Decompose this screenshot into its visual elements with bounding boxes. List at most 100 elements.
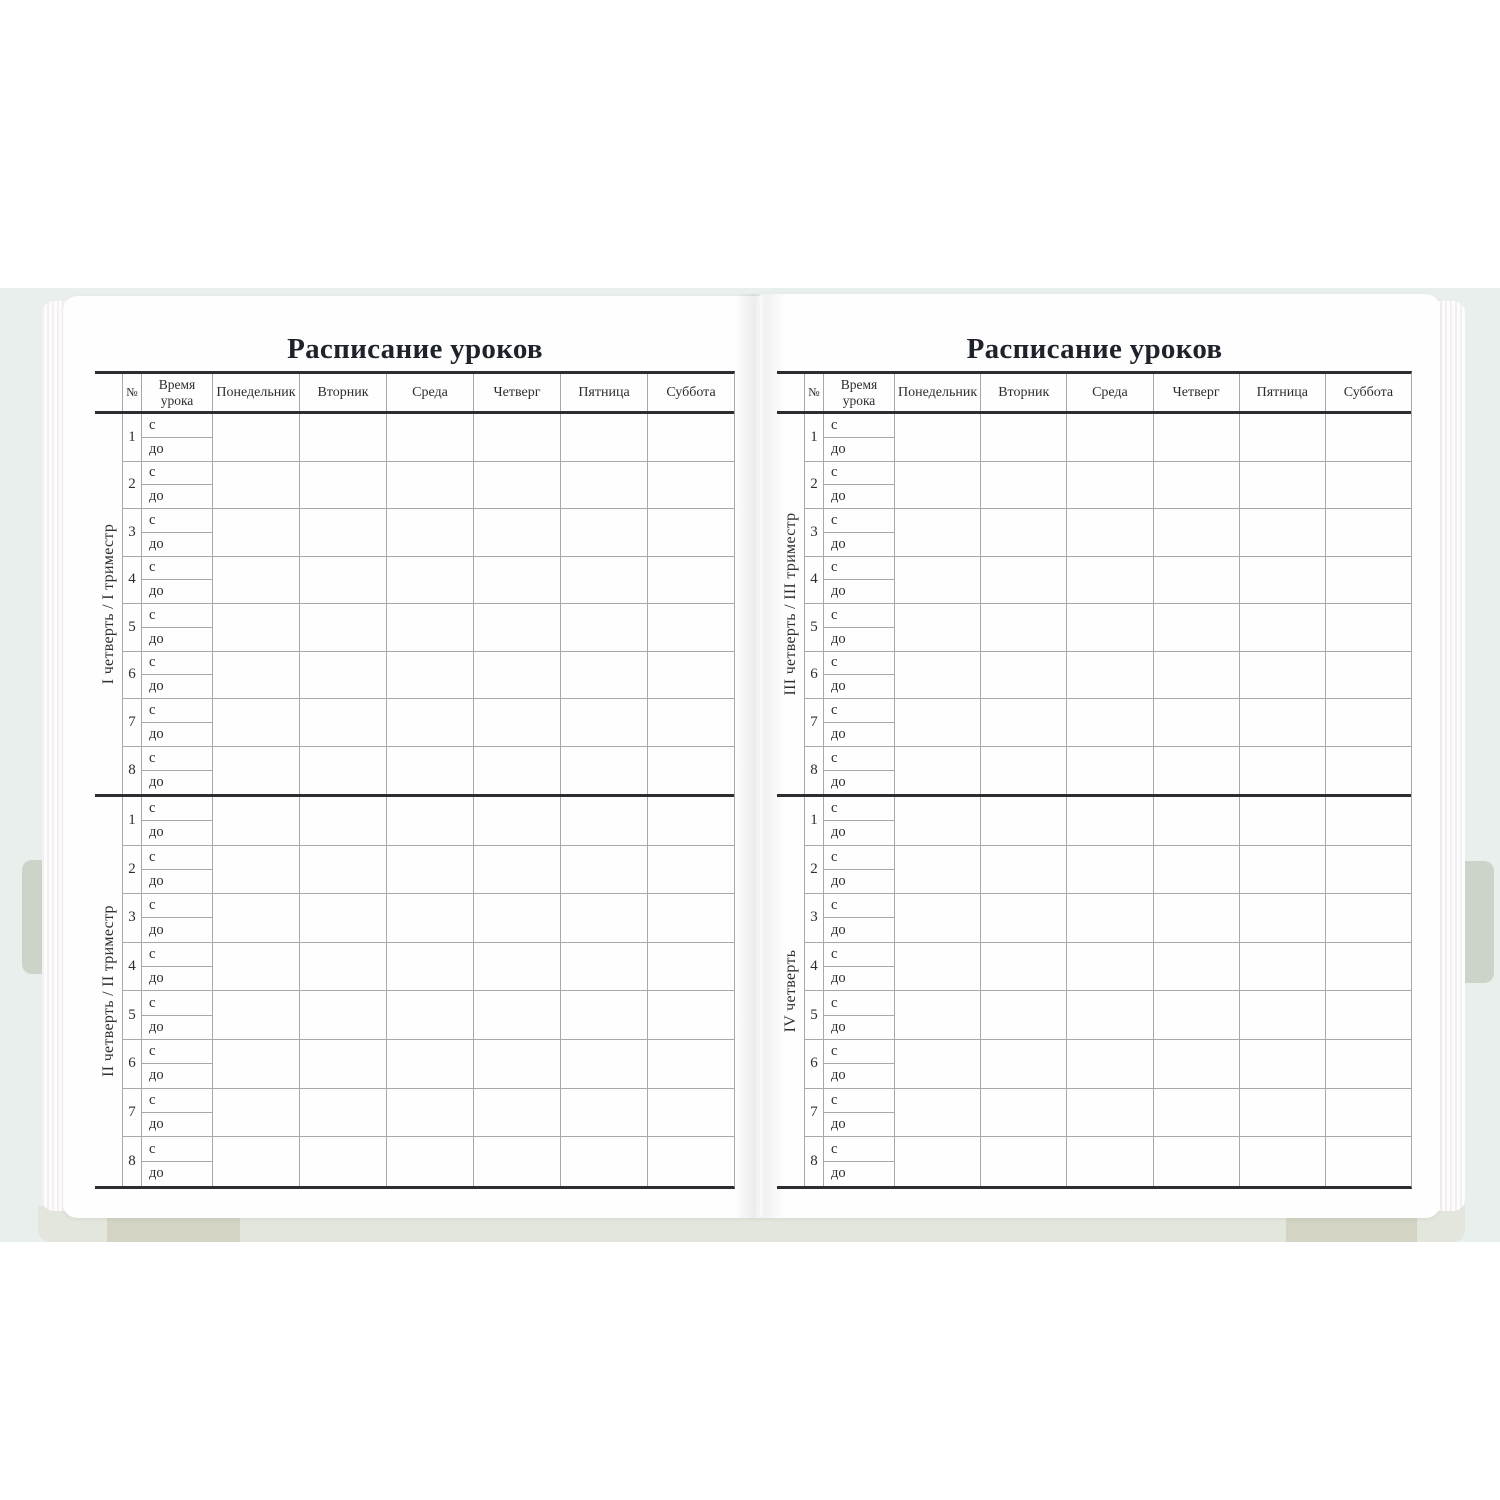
time-from-cell: с bbox=[824, 557, 894, 581]
quarter-label-column: II четверть / II триместр bbox=[95, 797, 122, 1186]
schedule-cell bbox=[1324, 461, 1411, 508]
time-from-cell: с bbox=[824, 1137, 894, 1162]
lesson-row: 6 с до bbox=[804, 651, 1411, 699]
schedule-cell bbox=[1238, 556, 1325, 603]
schedule-cell bbox=[1324, 1137, 1411, 1186]
time-from-cell: с bbox=[824, 1089, 894, 1113]
lesson-time-cell: с до bbox=[823, 894, 894, 942]
schedule-cell bbox=[894, 604, 980, 651]
time-to-cell: до bbox=[149, 583, 164, 600]
time-column-header: Время урока bbox=[823, 374, 894, 411]
schedule-cell bbox=[473, 556, 560, 603]
lesson-number: 4 bbox=[804, 942, 823, 991]
schedule-cell bbox=[894, 797, 980, 845]
time-from-cell: с bbox=[824, 1040, 894, 1065]
schedule-cell bbox=[894, 991, 980, 1039]
time-to-cell: до bbox=[149, 824, 164, 841]
time-from-cell: с bbox=[824, 509, 894, 533]
lesson-row: 3 с до bbox=[804, 894, 1411, 943]
schedule-cell bbox=[299, 845, 386, 894]
lesson-row: 5 с до bbox=[122, 991, 734, 1040]
lesson-time-cell: с до bbox=[823, 1137, 894, 1186]
schedule-cell bbox=[386, 1088, 473, 1137]
quarter-label-column: I четверть / I триместр bbox=[95, 414, 122, 794]
schedule-cell bbox=[894, 746, 980, 794]
lesson-row: 3 с до bbox=[122, 509, 734, 557]
schedule-cell bbox=[386, 746, 473, 794]
lesson-time-cell: с до bbox=[823, 1088, 894, 1137]
lesson-row: 8 с до bbox=[122, 1137, 734, 1186]
schedule-cell bbox=[894, 699, 980, 746]
lesson-number: 8 bbox=[122, 1137, 141, 1186]
schedule-cell bbox=[299, 894, 386, 942]
schedule-cell bbox=[299, 414, 386, 461]
day-column-header: Суббота bbox=[647, 374, 734, 411]
schedule-cell bbox=[1152, 1088, 1239, 1137]
day-column-header: Суббота bbox=[1324, 374, 1411, 411]
schedule-header: № Время урока Понедельник Вторник Среда Четвер… bbox=[777, 374, 1411, 414]
lesson-row: 2 с до bbox=[804, 845, 1411, 895]
schedule-cell bbox=[980, 894, 1066, 942]
schedule-cell bbox=[980, 746, 1066, 794]
lesson-time-cell: с до bbox=[823, 651, 894, 698]
schedule-table: № Время урока Понедельник Вторник Среда Четвер… bbox=[777, 371, 1412, 1189]
schedule-cell bbox=[980, 991, 1066, 1039]
time-from-cell: с bbox=[824, 699, 894, 723]
right-page-content: Расписание уроков № Время урока Понедельник… bbox=[777, 331, 1412, 1189]
time-to-cell: до bbox=[149, 678, 164, 695]
schedule-cell bbox=[299, 1088, 386, 1137]
schedule-cell bbox=[980, 1137, 1066, 1186]
time-to-cell: до bbox=[149, 1018, 164, 1035]
schedule-cell bbox=[212, 651, 299, 698]
schedule-cell bbox=[560, 797, 647, 845]
schedule-cell bbox=[299, 991, 386, 1039]
schedule-cell bbox=[1066, 651, 1152, 698]
schedule-cell bbox=[1238, 942, 1325, 991]
day-column-header: Среда bbox=[1066, 374, 1152, 411]
time-to-cell: до bbox=[831, 1018, 846, 1035]
schedule-cell bbox=[473, 797, 560, 845]
schedule-cell bbox=[473, 1137, 560, 1186]
schedule-cell bbox=[473, 942, 560, 991]
schedule-cell bbox=[647, 1088, 734, 1137]
schedule-cell bbox=[1152, 604, 1239, 651]
lesson-number: 6 bbox=[122, 651, 141, 698]
schedule-cell bbox=[386, 942, 473, 991]
lesson-time-cell: с до bbox=[141, 509, 212, 556]
quarter-section: IV четверть 1 с до 2 с до 3 с до 4 с до 5 с до 6 с до 7 с до 8… bbox=[777, 797, 1411, 1186]
schedule-cell bbox=[212, 509, 299, 556]
schedule-cell bbox=[1066, 461, 1152, 508]
schedule-cell bbox=[980, 942, 1066, 991]
corner-cell bbox=[777, 374, 804, 411]
lesson-row: 2 с до bbox=[804, 461, 1411, 509]
lesson-time-cell: с до bbox=[141, 845, 212, 894]
lesson-rows: 1 с до 2 с до 3 с до 4 с до 5 с до 6 с до 7 с до 8 с до bbox=[804, 414, 1411, 794]
schedule-cell bbox=[1324, 414, 1411, 461]
schedule-cell bbox=[1152, 1039, 1239, 1088]
schedule-cell bbox=[980, 414, 1066, 461]
time-from-cell: с bbox=[142, 557, 212, 581]
time-from-cell: с bbox=[142, 509, 212, 533]
lesson-row: 4 с до bbox=[804, 942, 1411, 992]
schedule-cell bbox=[980, 651, 1066, 698]
time-to-cell: до bbox=[831, 921, 846, 938]
time-from-cell: с bbox=[824, 894, 894, 919]
schedule-cell bbox=[1152, 699, 1239, 746]
time-header-line2: урока bbox=[160, 392, 194, 408]
page-stack-edge-left bbox=[42, 301, 66, 1211]
schedule-cell bbox=[894, 1088, 980, 1137]
lesson-time-cell: с до bbox=[141, 746, 212, 794]
schedule-cell bbox=[1238, 461, 1325, 508]
lesson-time-cell: с до bbox=[141, 1137, 212, 1186]
schedule-cell bbox=[299, 556, 386, 603]
time-from-cell: с bbox=[142, 604, 212, 628]
time-to-cell: до bbox=[831, 824, 846, 841]
schedule-cell bbox=[560, 1088, 647, 1137]
schedule-cell bbox=[1152, 461, 1239, 508]
time-to-cell: до bbox=[149, 970, 164, 987]
schedule-cell bbox=[1324, 509, 1411, 556]
lesson-number: 4 bbox=[122, 556, 141, 603]
schedule-cell bbox=[894, 1137, 980, 1186]
schedule-cell bbox=[647, 991, 734, 1039]
time-to-cell: до bbox=[149, 630, 164, 647]
